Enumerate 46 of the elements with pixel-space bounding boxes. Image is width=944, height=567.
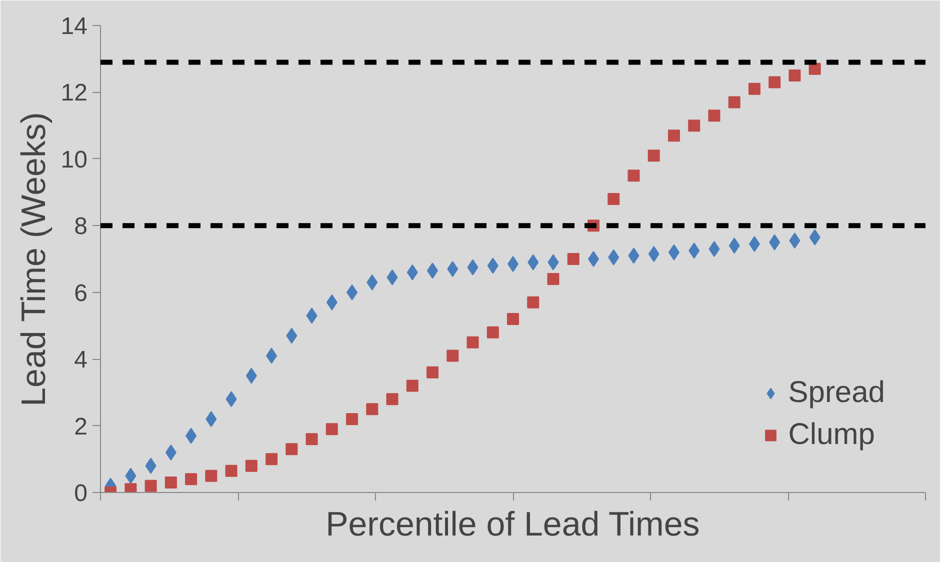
point	[507, 313, 519, 326]
point	[527, 296, 540, 308]
point	[266, 453, 278, 466]
point	[486, 326, 499, 338]
y-tick-label: 8	[74, 213, 88, 240]
point	[708, 110, 720, 122]
point	[628, 170, 640, 182]
point	[788, 70, 801, 82]
point	[608, 192, 620, 205]
y-tick-label: 2	[74, 413, 88, 440]
point	[567, 253, 580, 265]
point	[406, 380, 418, 392]
point	[808, 62, 821, 75]
point	[426, 366, 439, 378]
legend-label: Spread	[788, 376, 885, 410]
point	[588, 251, 599, 267]
point	[648, 150, 660, 162]
point	[547, 273, 560, 286]
point	[346, 413, 358, 426]
point	[306, 433, 318, 446]
point	[768, 76, 781, 88]
y-axis-title: Lead Time (Weeks)	[14, 112, 53, 406]
y-tick-label: 12	[60, 80, 88, 107]
point	[466, 336, 479, 348]
point	[205, 470, 218, 482]
y-tick-label: 0	[74, 480, 88, 507]
y-tick-label: 6	[74, 280, 88, 307]
point	[245, 460, 258, 472]
point	[688, 120, 700, 132]
point	[326, 423, 338, 436]
legend-label: Clump	[788, 418, 875, 452]
point	[286, 443, 298, 456]
point	[164, 476, 177, 488]
point	[225, 464, 238, 477]
point	[446, 350, 459, 362]
point	[366, 403, 378, 416]
y-tick-label: 14	[60, 13, 88, 40]
point	[668, 130, 680, 142]
point	[728, 96, 740, 108]
y-tick-label: 10	[60, 146, 88, 174]
x-axis-title: Percentile of Lead Times	[326, 506, 700, 544]
point	[386, 393, 398, 406]
point	[748, 82, 760, 95]
point	[144, 480, 157, 492]
y-tick-label: 4	[74, 346, 88, 374]
point	[185, 473, 198, 486]
